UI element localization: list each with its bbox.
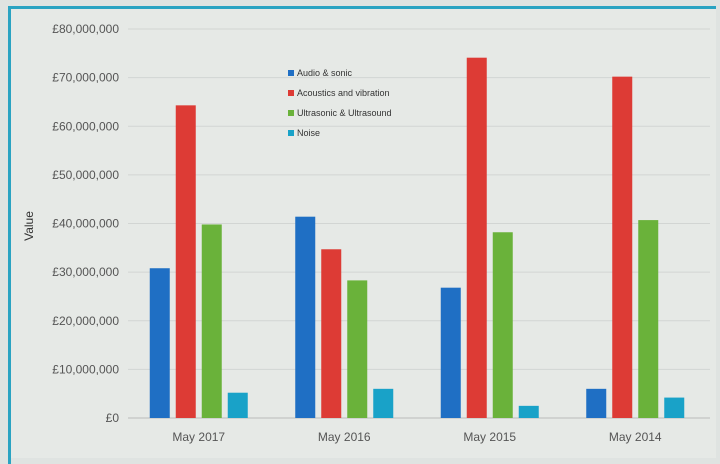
y-tick-label: £70,000,000	[52, 71, 119, 85]
bar	[518, 405, 539, 418]
bar	[492, 232, 513, 418]
y-tick-label: £10,000,000	[52, 362, 119, 376]
bars	[149, 57, 685, 418]
x-tick-label: May 2016	[318, 430, 371, 444]
bar	[466, 57, 487, 418]
legend-swatch	[288, 90, 294, 96]
bar	[586, 388, 607, 418]
legend-label: Audio & sonic	[297, 68, 353, 78]
legend-label: Acoustics and vibration	[297, 88, 390, 98]
legend: Audio & sonic Acoustics and vibration Ultr…	[288, 68, 392, 138]
x-axis-ticks: May 2017 May 2016 May 2015 May 2014	[172, 430, 662, 444]
x-tick-label: May 2017	[172, 430, 225, 444]
chart-frame	[8, 6, 716, 464]
bar	[175, 105, 196, 418]
bar	[664, 397, 685, 418]
legend-label: Noise	[297, 128, 320, 138]
bar	[638, 220, 659, 418]
y-tick-label: £60,000,000	[52, 119, 119, 133]
y-tick-label: £40,000,000	[52, 217, 119, 231]
bar	[373, 388, 394, 418]
legend-label: Ultrasonic & Ultrasound	[297, 108, 392, 118]
y-tick-label: £50,000,000	[52, 168, 119, 182]
y-tick-label: £80,000,000	[52, 22, 119, 36]
x-tick-label: May 2015	[463, 430, 516, 444]
y-tick-label: £0	[106, 411, 120, 425]
y-tick-label: £30,000,000	[52, 265, 119, 279]
legend-swatch	[288, 110, 294, 116]
bar	[440, 287, 461, 418]
bar	[201, 224, 222, 418]
y-axis-title: Value	[22, 211, 36, 241]
bar	[227, 392, 248, 418]
bar	[149, 268, 170, 418]
y-tick-label: £20,000,000	[52, 314, 119, 328]
bar	[295, 216, 316, 418]
bar	[612, 76, 633, 418]
bar	[347, 280, 368, 418]
bar	[321, 249, 342, 418]
x-tick-label: May 2014	[609, 430, 662, 444]
y-axis-ticks: £0 £10,000,000 £20,000,000 £30,000,000 £40,0…	[52, 22, 119, 425]
legend-swatch	[288, 70, 294, 76]
legend-swatch	[288, 130, 294, 136]
